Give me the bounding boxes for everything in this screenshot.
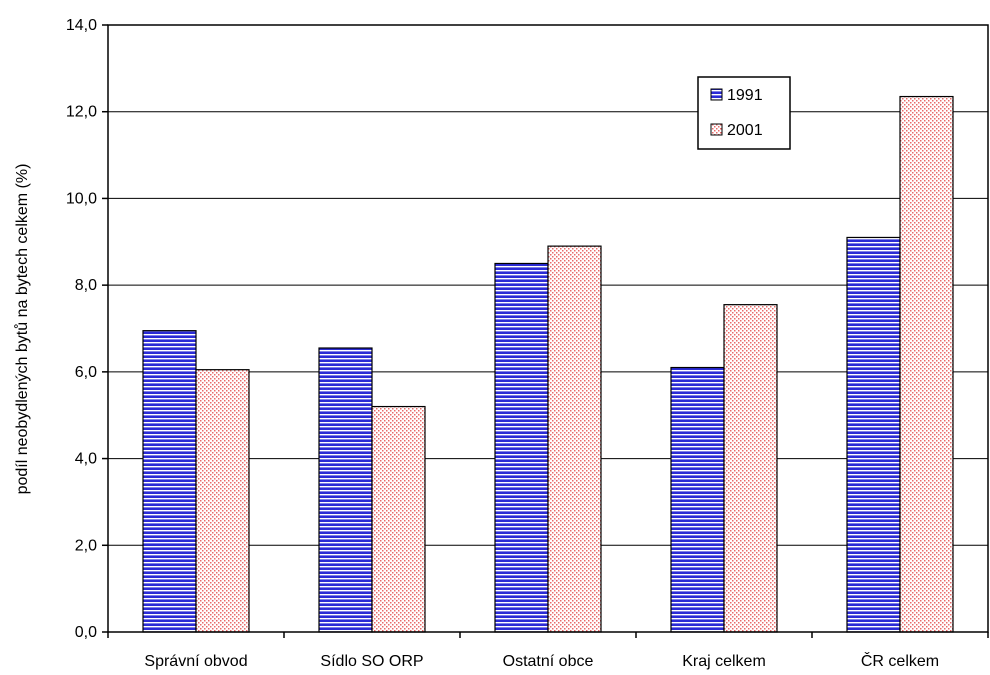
bars (142, 95, 954, 633)
y-axis-title: podíl neobydlených bytů na bytech celkem… (13, 164, 31, 495)
bar-1991-1 (142, 330, 197, 633)
bar-2001-2 (371, 405, 426, 633)
bar-2001-1 (195, 369, 250, 633)
y-tick-label: 12,0 (66, 104, 97, 121)
x-category-label: Sídlo SO ORP (320, 653, 423, 670)
x-category-label: ČR celkem (861, 651, 939, 670)
x-category-label: Ostatní obce (503, 653, 594, 670)
y-tick-labels: 0,0 2,0 4,0 6,0 8,0 10,0 12,0 14,0 (66, 17, 97, 641)
y-tick-label: 10,0 (66, 190, 97, 207)
plot-area-border (107, 24, 989, 633)
legend-swatch-1991 (710, 88, 723, 101)
x-category-label: Kraj celkem (682, 653, 766, 670)
x-category-labels: Správní obvod Sídlo SO ORP Ostatní obce Kra… (144, 651, 939, 670)
bar-1991-2 (318, 347, 373, 633)
y-tick-label: 4,0 (75, 451, 97, 468)
bar-1991-3 (494, 262, 549, 633)
y-tick-label: 6,0 (75, 364, 97, 381)
bar-1991-4 (670, 366, 725, 633)
bar-1991-5 (846, 236, 901, 633)
legend-swatch-2001 (710, 123, 723, 136)
bar-2001-5 (899, 95, 954, 633)
legend-label-1991: 1991 (727, 87, 763, 104)
legend: 1991 2001 (697, 76, 791, 150)
bar-2001-3 (547, 245, 602, 633)
y-tick-label: 14,0 (66, 17, 97, 34)
x-category-label: Správní obvod (144, 653, 247, 670)
legend-label-2001: 2001 (727, 122, 763, 139)
y-tick-label: 0,0 (75, 624, 97, 641)
axes (102, 24, 989, 638)
y-tick-label: 2,0 (75, 537, 97, 554)
bar-2001-4 (723, 304, 778, 633)
y-tick-label: 8,0 (75, 277, 97, 294)
